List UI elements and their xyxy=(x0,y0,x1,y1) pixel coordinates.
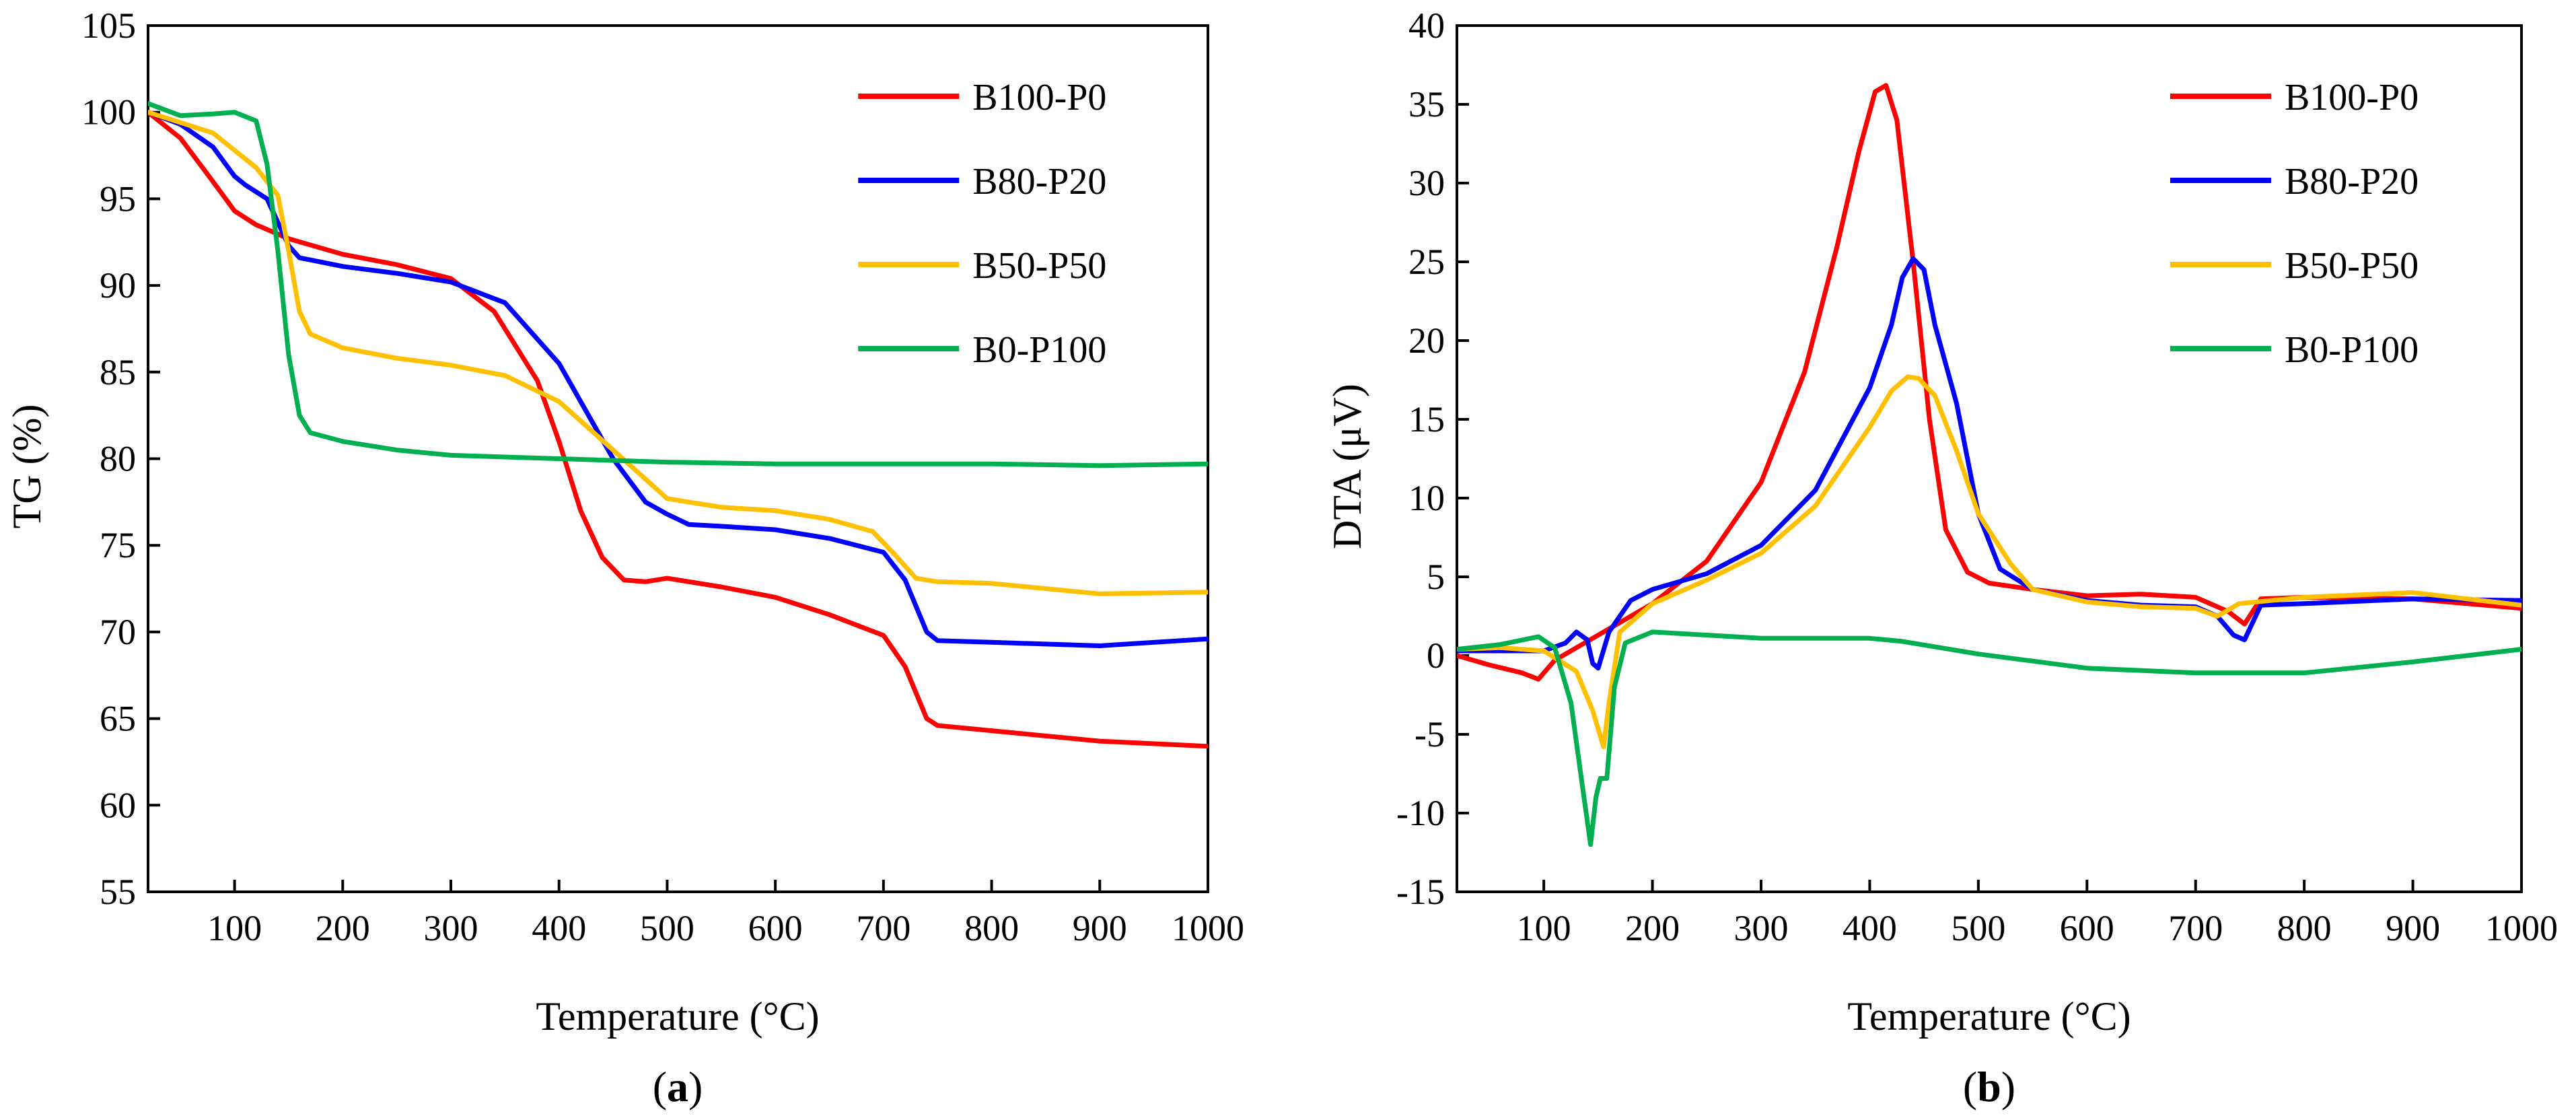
y-tick-label-b: -5 xyxy=(1415,714,1445,755)
legend-label-b80-p20-b: B80-P20 xyxy=(2285,161,2419,203)
legend-label-b80-p20-a: B80-P20 xyxy=(972,161,1106,203)
y-tick-label-a: 105 xyxy=(81,5,136,46)
x-tick-label-b: 800 xyxy=(2277,908,2332,948)
x-tick-label-a: 700 xyxy=(856,908,910,948)
y-axis-label-a: TG (%) xyxy=(5,405,49,529)
y-tick-label-a: 80 xyxy=(100,439,136,479)
x-tick-label-a: 800 xyxy=(964,908,1019,948)
x-tick-label-b: 900 xyxy=(2386,908,2440,948)
panel-label-b-close: ) xyxy=(2001,1063,2015,1111)
series-line-b0-p100-b xyxy=(1457,629,2521,847)
x-tick-label-b: 500 xyxy=(1951,908,2005,948)
panel-a-tg-chart: 100 200 300 400 500 600 700 800 900 1000 55 60 65 70 7… xyxy=(5,5,1244,1111)
y-tick-label-b: 25 xyxy=(1408,242,1445,282)
panel-label-a: (a) xyxy=(653,1063,703,1111)
x-tick-label-b: 300 xyxy=(1734,908,1789,948)
x-tick-label-b: 700 xyxy=(2168,908,2223,948)
x-tick-label-b: 1000 xyxy=(2485,908,2558,948)
legend-label-b100-p0-b: B100-P0 xyxy=(2285,77,2419,118)
legend-label-b100-p0-a: B100-P0 xyxy=(972,77,1106,118)
legend-label-b0-p100-b: B0-P100 xyxy=(2285,329,2419,371)
legend-label-b50-p50-a: B50-P50 xyxy=(972,245,1106,287)
y-tick-label-a: 60 xyxy=(100,785,136,825)
y-tick-label-b: 35 xyxy=(1408,84,1445,125)
panel-label-b: (b) xyxy=(1963,1063,2015,1111)
y-tick-label-a: 85 xyxy=(100,352,136,392)
plot-area-b: 100 200 300 400 500 600 700 800 900 1000 -15 -10 -5 0… xyxy=(1396,5,2558,948)
x-axis-label-b: Temperature (°C) xyxy=(1847,994,2131,1039)
series-line-b80-p20-b xyxy=(1457,256,2521,671)
y-tick-label-b: -15 xyxy=(1396,872,1445,912)
x-tick-label-b: 200 xyxy=(1625,908,1680,948)
y-tick-label-a: 65 xyxy=(100,699,136,739)
series-line-b50-p50-b xyxy=(1457,374,2521,750)
plot-frame-a xyxy=(147,24,1209,893)
y-axis-label-b: DTA (μV) xyxy=(1325,384,1369,549)
y-tick-label-b: 10 xyxy=(1408,478,1445,518)
x-tick-label-a: 200 xyxy=(316,908,370,948)
x-tick-label-a: 100 xyxy=(207,908,262,948)
plot-area-a: 100 200 300 400 500 600 700 800 900 1000 55 60 65 70 7… xyxy=(81,5,1244,948)
y-tick-label-a: 100 xyxy=(81,92,136,133)
x-tick-label-a: 400 xyxy=(532,908,586,948)
x-axis-label-a: Temperature (°C) xyxy=(536,994,819,1039)
panel-label-a-open: ( xyxy=(653,1063,667,1111)
y-tick-label-b: 15 xyxy=(1408,399,1445,440)
x-tick-label-b: 600 xyxy=(2060,908,2114,948)
x-tick-label-a: 300 xyxy=(424,908,478,948)
y-tick-label-a: 70 xyxy=(100,612,136,652)
series-line-b50-p50-a xyxy=(148,110,1208,596)
legend-label-b50-p50-b: B50-P50 xyxy=(2285,245,2419,287)
x-tick-label-b: 100 xyxy=(1517,908,1571,948)
y-tick-label-b: 5 xyxy=(1427,557,1445,597)
y-tick-label-a: 55 xyxy=(100,872,136,912)
y-tick-label-b: 0 xyxy=(1427,635,1445,676)
y-tick-label-b: 40 xyxy=(1408,5,1445,46)
y-tick-label-b: 30 xyxy=(1408,163,1445,203)
x-tick-label-a: 600 xyxy=(748,908,803,948)
x-tick-label-b: 400 xyxy=(1842,908,1897,948)
x-tick-label-a: 500 xyxy=(640,908,694,948)
y-tick-label-a: 95 xyxy=(100,178,136,219)
y-tick-label-a: 90 xyxy=(100,265,136,306)
x-tick-label-a: 900 xyxy=(1073,908,1127,948)
series-line-b100-p0-a xyxy=(148,110,1208,749)
y-tick-label-a: 75 xyxy=(100,525,136,565)
plot-frame-b xyxy=(1456,24,2523,893)
panel-label-b-letter: b xyxy=(1977,1063,2001,1111)
series-line-b100-p0-b xyxy=(1457,83,2521,682)
legend-label-b0-p100-a: B0-P100 xyxy=(972,329,1106,371)
panel-label-b-open: ( xyxy=(1963,1063,1977,1111)
x-tick-label-a: 1000 xyxy=(1172,908,1244,948)
panel-b-dta-chart: 100 200 300 400 500 600 700 800 900 1000 -15 -10 -5 0… xyxy=(1325,5,2558,1111)
panel-label-a-letter: a xyxy=(667,1063,688,1111)
series-line-b0-p100-a xyxy=(148,101,1208,468)
panel-label-a-close: ) xyxy=(688,1063,703,1111)
y-tick-label-b: 20 xyxy=(1408,320,1445,361)
y-tick-label-b: -10 xyxy=(1396,793,1445,833)
